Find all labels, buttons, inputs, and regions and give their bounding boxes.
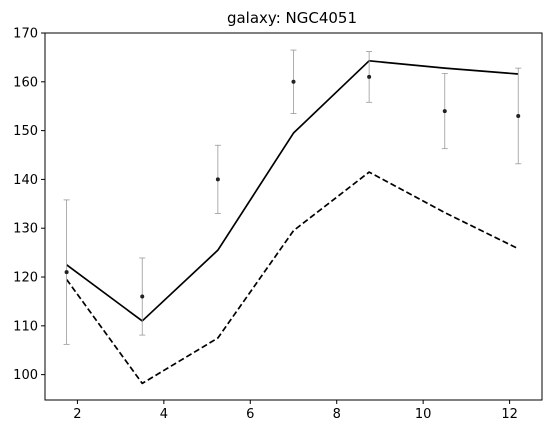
x-tick-label: 8 xyxy=(333,407,341,422)
series-line-dashed xyxy=(65,171,519,385)
data-point xyxy=(367,74,372,79)
data-point xyxy=(140,294,145,299)
x-tick-label: 6 xyxy=(246,407,254,422)
y-tick-label: 100 xyxy=(13,368,38,383)
x-tick-label: 12 xyxy=(501,407,518,422)
data-point xyxy=(516,113,521,118)
axes: 2 4 6 8 10 12 100 110 120 130 140 150 160 170 xyxy=(13,27,543,422)
plot-area xyxy=(63,49,522,385)
series-line-solid xyxy=(66,59,519,322)
y-tick-label: 110 xyxy=(13,319,38,334)
chart-title: galaxy: NGC4051 xyxy=(227,9,357,27)
data-point xyxy=(64,270,69,275)
y-tick-label: 140 xyxy=(13,173,38,188)
axes-frame xyxy=(44,32,543,401)
data-point xyxy=(291,79,296,84)
y-tick-label: 130 xyxy=(13,222,38,237)
y-tick-label: 150 xyxy=(13,124,38,139)
y-tick-label: 120 xyxy=(13,271,38,286)
x-tick-label: 2 xyxy=(73,407,81,422)
data-point xyxy=(215,177,220,182)
x-tick-label: 10 xyxy=(415,407,432,422)
data-point xyxy=(442,109,447,114)
y-tick-label: 160 xyxy=(13,75,38,90)
y-tick-label: 170 xyxy=(13,27,38,42)
x-tick-label: 4 xyxy=(160,407,168,422)
